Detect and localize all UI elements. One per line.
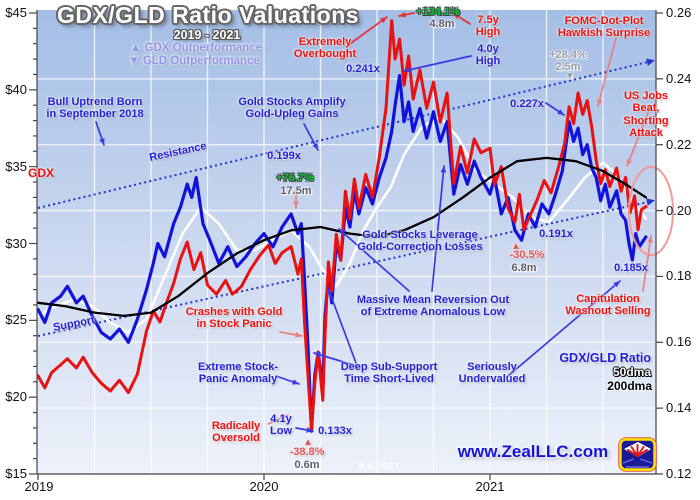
gdx-series-label: GDX [28, 166, 55, 180]
watermark-url: www.ZealLLC.com [457, 442, 609, 461]
watermark-date: 9.8.2021 [358, 460, 400, 472]
logo-shell-rays [627, 444, 648, 457]
chart-subtitle: 2019 - 2021 [173, 28, 241, 42]
logo-grid-lines [622, 458, 653, 468]
legend-gdx-outperformance: ▲ GDX Outperformance [129, 42, 263, 54]
chart-title: GDX/GLD Ratio Valuations [56, 2, 360, 28]
legendbox-ratio-label: GDX/GLD Ratio [559, 351, 651, 365]
zeal-logo [618, 437, 657, 472]
legendbox-200dma-label: 200dma [607, 379, 652, 393]
legendbox-50dma-label: 50dma [612, 365, 651, 379]
legend-gld-outperformance: ▼ GLD Outperformance [128, 55, 260, 67]
